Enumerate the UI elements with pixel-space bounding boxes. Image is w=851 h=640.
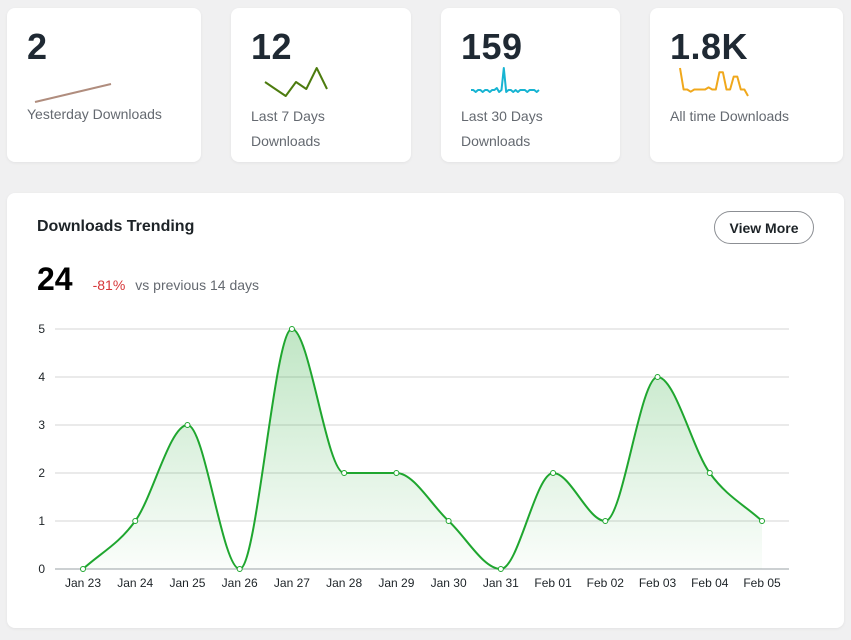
sparkline [679, 67, 749, 97]
stat-label-line: All time Downloads [670, 108, 790, 124]
stat-card-all-time: 1.8K All time Downloads [650, 8, 843, 162]
stat-card-last-30-days: 159 Last 30 Days Downloads [441, 8, 620, 162]
y-tick-label: 2 [38, 466, 45, 480]
stat-value: 2 [27, 26, 48, 67]
data-point [550, 470, 557, 476]
stat-value: 159 [461, 26, 523, 67]
data-point [236, 566, 243, 572]
data-point [132, 518, 139, 524]
downloads-trending-panel: Downloads Trending View More 24 -81% vs … [7, 193, 844, 628]
x-tick-label: Jan 30 [431, 576, 467, 590]
sparkline [471, 67, 540, 93]
data-point [80, 566, 86, 572]
area-fill [83, 329, 762, 569]
stat-label: All time Downloads [670, 104, 789, 129]
x-tick-label: Jan 24 [117, 576, 153, 590]
y-tick-label: 1 [38, 514, 45, 528]
data-point [341, 470, 348, 476]
data-point [706, 470, 713, 476]
sparkline-path [264, 67, 328, 97]
stat-card-last-7-days: 12 Last 7 Days Downloads [231, 8, 411, 162]
stat-card-yesterday: 2 Yesterday Downloads [7, 8, 201, 162]
y-tick-label: 5 [38, 322, 45, 336]
panel-title: Downloads Trending [37, 218, 195, 235]
sparkline [34, 83, 112, 103]
y-tick-label: 3 [38, 418, 45, 432]
stat-label-line: Last 30 Days [461, 108, 543, 124]
data-point [445, 518, 452, 524]
stat-label: Last 30 Days Downloads [461, 104, 543, 154]
data-point [288, 326, 295, 332]
x-tick-label: Jan 26 [222, 576, 258, 590]
downloads-trend-chart: 0 1 2 3 4 5 Jan 23 Jan 24 Jan 25 Jan 26 Jan 27 Jan … [38, 322, 789, 590]
y-tick-label: 0 [38, 562, 45, 576]
data-point [759, 518, 765, 524]
stat-value: 1.8K [670, 26, 749, 67]
data-point [654, 374, 661, 380]
x-tick-label: Feb 05 [743, 576, 781, 590]
x-tick-label: Jan 31 [483, 576, 519, 590]
x-tick-label: Jan 29 [378, 576, 414, 590]
x-tick-label: Jan 25 [169, 576, 205, 590]
view-more-button[interactable]: View More [714, 211, 814, 244]
sparkline-path [679, 67, 749, 97]
sparkline-path [471, 67, 540, 93]
stat-value: 12 [251, 26, 293, 67]
data-point [497, 566, 504, 572]
stat-label: Last 7 Days Downloads [251, 104, 325, 154]
x-tick-label: Feb 01 [534, 576, 572, 590]
comparison-text: vs previous 14 days [135, 277, 260, 293]
sparkline-path [34, 83, 112, 103]
data-point [393, 470, 400, 476]
x-tick-label: Feb 03 [639, 576, 677, 590]
stat-label-line: Last 7 Days [251, 108, 325, 124]
y-tick-label: 4 [38, 370, 45, 384]
change-percentage: -81% [92, 277, 126, 293]
sparkline [264, 67, 328, 97]
stat-label-line: Yesterday Downloads [27, 106, 162, 122]
data-point [184, 422, 191, 428]
data-point [602, 518, 609, 524]
stat-label: Yesterday Downloads [27, 102, 162, 127]
x-tick-label: Feb 02 [587, 576, 625, 590]
trend-summary: 24 -81% vs previous 14 days [37, 261, 259, 298]
x-tick-label: Jan 23 [65, 576, 101, 590]
x-tick-label: Feb 04 [691, 576, 729, 590]
total-downloads-value: 24 [37, 261, 73, 297]
stat-label-line: Downloads [251, 133, 321, 149]
x-tick-label: Jan 27 [274, 576, 310, 590]
stat-label-line: Downloads [461, 133, 531, 149]
x-tick-label: Jan 28 [326, 576, 362, 590]
